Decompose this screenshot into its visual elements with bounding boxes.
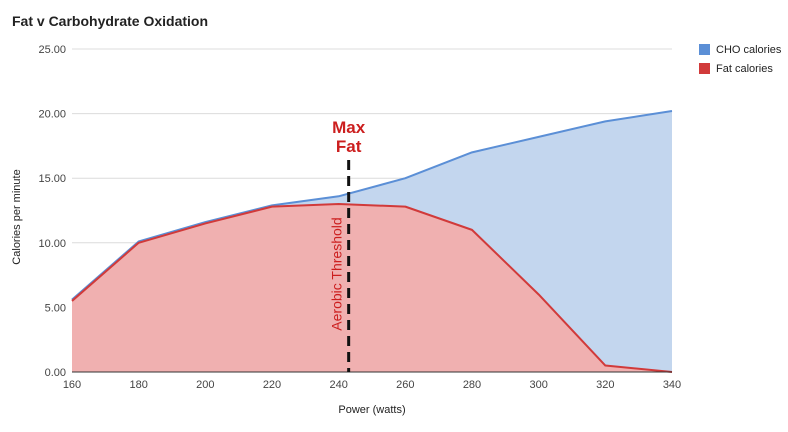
x-tick-label: 160 (63, 379, 81, 391)
threshold-annotation: Max Fat Aerobic Threshold (329, 118, 366, 372)
chart-title: Fat v Carbohydrate Oxidation (12, 13, 208, 29)
x-tick-label: 240 (329, 379, 347, 391)
aerobic-threshold-label: Aerobic Threshold (329, 217, 345, 330)
y-tick-label: 25.00 (38, 44, 66, 56)
x-tick-label: 260 (396, 379, 414, 391)
series-line-1 (71, 203, 673, 373)
x-tick-label: 320 (596, 379, 614, 391)
x-tick-label: 200 (196, 379, 214, 391)
x-axis-title: Power (watts) (338, 404, 405, 416)
y-axis-ticks: 0.00 5.00 10.00 15.00 20.00 25.00 (38, 44, 66, 379)
x-tick-label: 340 (663, 379, 681, 391)
x-tick-label: 280 (463, 379, 481, 391)
y-tick-label: 20.00 (38, 109, 66, 121)
legend: CHO calories Fat calories (699, 44, 782, 75)
y-tick-label: 15.00 (38, 173, 66, 185)
series-area-1 (72, 204, 672, 372)
plot-lines (71, 110, 673, 373)
y-axis-title: Calories per minute (11, 169, 23, 264)
y-tick-label: 0.00 (45, 367, 66, 379)
y-tick-label: 10.00 (38, 238, 66, 250)
legend-label-1: Fat calories (716, 63, 773, 75)
series-line-0 (71, 110, 673, 301)
max-fat-label-line2: Fat (336, 137, 362, 156)
legend-label-0: CHO calories (716, 44, 782, 56)
x-tick-label: 300 (529, 379, 547, 391)
max-fat-label-line1: Max (332, 118, 366, 137)
x-tick-label: 180 (129, 379, 147, 391)
y-tick-label: 5.00 (45, 302, 66, 314)
x-tick-label: 220 (263, 379, 281, 391)
legend-swatch-1 (699, 63, 710, 74)
x-axis-ticks: 160 180 200 220 240 260 280 300 320 340 (63, 379, 681, 391)
plot-areas (72, 111, 672, 373)
legend-swatch-0 (699, 44, 710, 55)
